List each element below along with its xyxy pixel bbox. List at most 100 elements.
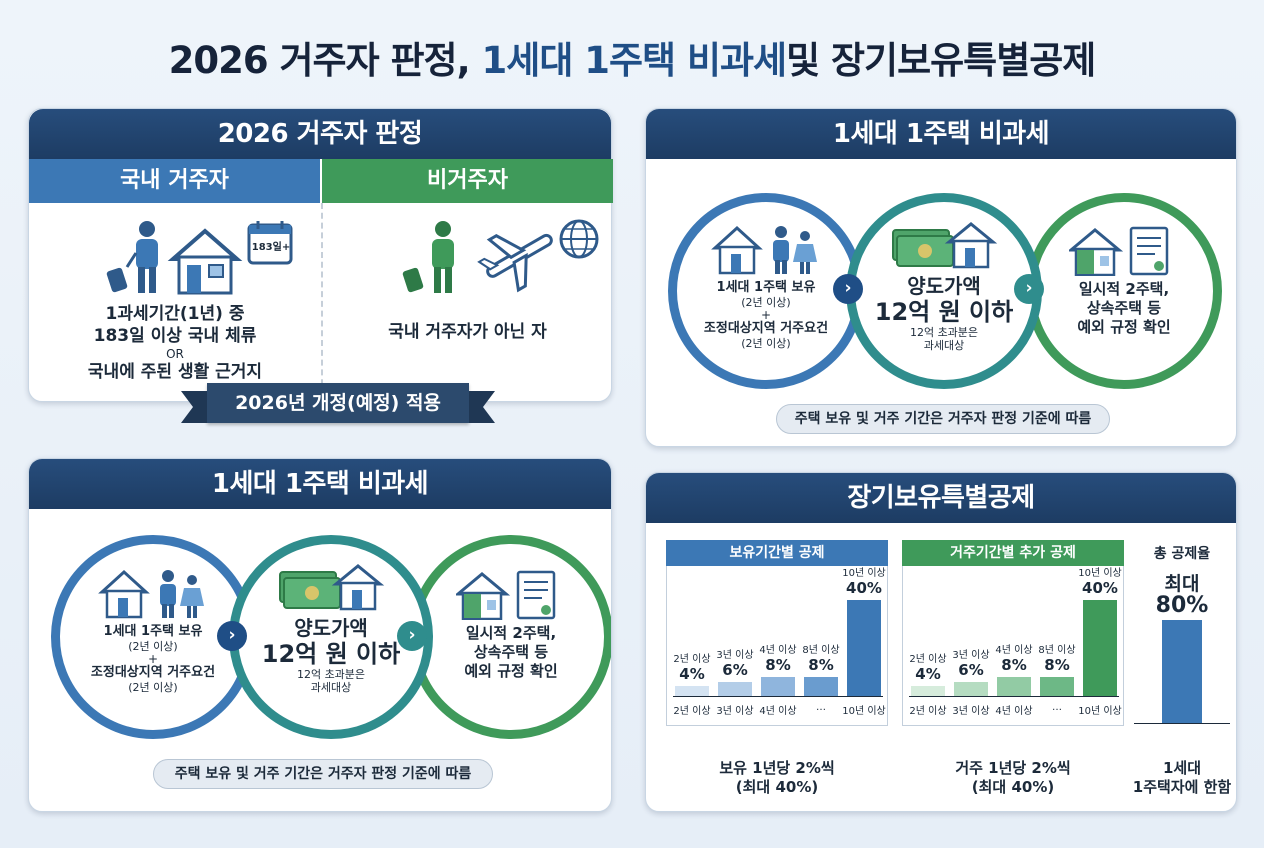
tick-label-0: 2년 이상	[909, 706, 947, 717]
bar-value: 40%	[1082, 579, 1118, 597]
bar-1	[718, 681, 752, 696]
bar-label-4: 10년 이상 40%	[1070, 568, 1130, 597]
step1-line-2: (2년 이상)	[128, 640, 178, 653]
bar-value: 6%	[958, 660, 984, 679]
bar-label-4: 10년 이상 40%	[834, 568, 894, 597]
tick-label-3: …	[816, 702, 826, 713]
exemption-top-note: 주택 보유 및 거주 기간은 거주자 판정 기준에 따름	[776, 404, 1110, 434]
arrow-step-2-3: ›	[1014, 274, 1044, 304]
nonresident-criteria: 국내 거주자가 아닌 자	[322, 321, 613, 343]
holding-footnote: 보유 1년당 2%씩 (최대 40%)	[666, 759, 888, 797]
exemption-bottom-step-1: 1세대 1주택 보유 (2년 이상) + 조정대상지역 거주요건 (2년 이상)	[51, 535, 255, 739]
criteria-line-3: 국내에 주된 생활 근거지	[87, 362, 263, 382]
step1-plus: +	[760, 308, 772, 322]
nonresident-icons	[402, 219, 599, 293]
title-part-2: 1세대 1주택 비과세	[481, 39, 788, 82]
criteria-line-2: 183일 이상 국내 체류	[93, 326, 257, 346]
step3-line-1: 일시적 2주택,	[1078, 280, 1170, 298]
bar-3	[1040, 676, 1074, 696]
house-family-icon	[98, 569, 204, 619]
criteria-or: OR	[166, 347, 184, 361]
step2-line-4: 과세대상	[310, 681, 352, 694]
house-family-icon	[711, 225, 817, 275]
resident-icons	[106, 221, 293, 295]
step2-line-1: 양도가액	[294, 616, 368, 640]
exemption-panel-bottom: 1세대 1주택 비과세 1세대 1주택 보유 (2년 이상) + 조정대상지역 …	[28, 458, 612, 812]
bar-0	[911, 686, 945, 696]
chart-baseline	[909, 696, 1119, 697]
bar-label-0: 2년 이상 4%	[662, 654, 722, 683]
bar-2	[761, 676, 795, 696]
resident-panel-header: 2026 거주자 판정	[29, 109, 611, 159]
step2-line-1: 양도가액	[907, 274, 981, 298]
total-foot-1: 1세대	[1162, 759, 1202, 777]
bar-3	[804, 676, 838, 696]
step3-line-1: 일시적 2주택,	[465, 624, 557, 642]
step2-line-4: 과세대상	[923, 339, 965, 352]
tick-label-2: 4년 이상	[995, 706, 1033, 717]
bar-category: 2년 이상	[673, 654, 711, 666]
tick-label-3: …	[1052, 702, 1062, 713]
step3-line-3: 예외 규정 확인	[464, 662, 558, 680]
holding-foot-1: 보유 1년당 2%씩	[719, 759, 835, 777]
bar-category: 10년 이상	[842, 568, 886, 579]
holding-subheader: 보유기간별 공제	[666, 540, 888, 566]
holding-foot-2: (최대 40%)	[735, 778, 819, 796]
bar-2	[997, 676, 1031, 696]
tick-label-0: 2년 이상	[673, 706, 711, 717]
title-part-1: 2026 거주자 판정,	[168, 39, 482, 82]
residence-foot-1: 거주 1년당 2%씩	[955, 759, 1071, 777]
money-house-icon	[892, 222, 998, 269]
calendar-label: 183일+	[251, 242, 291, 253]
bar-value: 8%	[765, 655, 791, 674]
chart-baseline	[673, 696, 883, 697]
residence-subheader: 거주기간별 추가 공제	[902, 540, 1124, 566]
step2-line-3: 12억 초과분은	[296, 668, 366, 681]
globe-icon	[559, 219, 599, 259]
bar-category: 8년 이상	[802, 644, 840, 656]
bar-label-0: 2년 이상 4%	[898, 654, 958, 683]
money-house-icon	[279, 564, 385, 611]
ltd-header: 장기보유특별공제	[646, 473, 1236, 523]
bar-value: 8%	[1044, 655, 1070, 674]
step1-line-1: 1세대 1주택 보유	[716, 280, 816, 295]
step2-line-3: 12억 초과분은	[909, 326, 979, 339]
tick-label-1: 3년 이상	[952, 706, 990, 717]
bar-category: 4년 이상	[995, 644, 1033, 656]
bar-category: 3년 이상	[716, 649, 754, 661]
airplane-icon	[477, 233, 553, 293]
bar-value: 4%	[915, 665, 941, 684]
exemption-bottom-header: 1세대 1주택 비과세	[29, 459, 611, 509]
exemption-top-step-2: 양도가액 12억 원 이하 12억 초과분은 과세대상	[846, 193, 1042, 389]
bar-1	[954, 681, 988, 696]
step3-line-2: 상속주택 등	[1086, 299, 1162, 317]
bar-label-3: 8년 이상 8%	[791, 645, 851, 674]
step1-line-1: 1세대 1주택 보유	[103, 624, 203, 639]
step3-line-2: 상속주택 등	[473, 643, 549, 661]
bar-category: 3년 이상	[952, 649, 990, 661]
arrow-step-1-2: ›	[217, 621, 247, 651]
bar-label-1: 3년 이상 6%	[705, 650, 765, 679]
total-chart	[1134, 620, 1230, 724]
step1-line-4: (2년 이상)	[741, 337, 791, 350]
bar-4	[847, 600, 881, 696]
total-footnote: 1세대 1주택자에 한함	[1124, 759, 1236, 797]
tick-label-1: 3년 이상	[716, 706, 754, 717]
calendar-icon	[247, 221, 293, 265]
tick-label-4: 10년 이상	[842, 706, 886, 717]
step1-line-3: 조정대상지역 거주요건	[703, 321, 829, 336]
bar-value: 4%	[679, 665, 705, 684]
holding-chart: 2년 이상 4% 2년 이상 3년 이상 6% 3년 이상 4년 이상 8% 4년 이상 8년 이…	[666, 566, 888, 726]
exemption-panel-top: 1세대 1주택 비과세 1세대 1주택 보유 (2년 이상) + 조정대상지역 …	[645, 108, 1237, 447]
total-bar	[1162, 620, 1202, 723]
residence-footnote: 거주 1년당 2%씩 (최대 40%)	[902, 759, 1124, 797]
bar-value: 8%	[1001, 655, 1027, 674]
bar-category: 10년 이상	[1078, 568, 1122, 579]
criteria-line-1: 1과세기간(1년) 중	[105, 304, 245, 324]
bar-label-3: 8년 이상 8%	[1027, 645, 1087, 674]
residence-chart: 2년 이상 4% 2년 이상 3년 이상 6% 3년 이상 4년 이상 8% 4년 이상 8년 이…	[902, 566, 1124, 726]
bar-4	[1083, 600, 1117, 696]
exemption-top-header: 1세대 1주택 비과세	[646, 109, 1236, 159]
exemption-bottom-step-3: 일시적 2주택, 상속주택 등 예외 규정 확인	[409, 535, 611, 739]
bar-value: 8%	[808, 655, 834, 674]
